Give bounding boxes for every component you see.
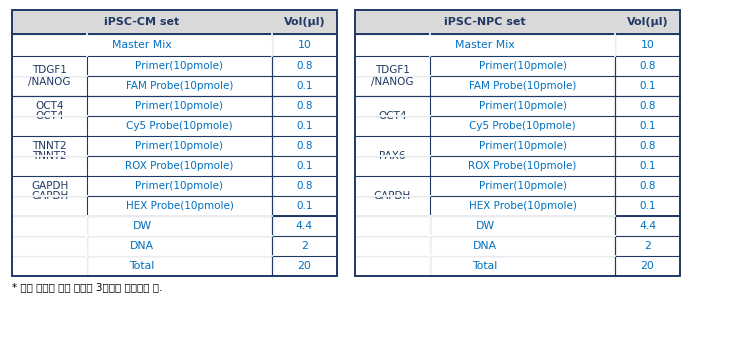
Text: FAM Probe(10pmole): FAM Probe(10pmole) (126, 81, 233, 91)
Text: Total: Total (472, 261, 498, 271)
Text: Total: Total (130, 261, 155, 271)
Text: * 모든 샘플에 대한 실험은 3반복을 원칙으로 함.: * 모든 샘플에 대한 실험은 3반복을 원칙으로 함. (12, 282, 162, 292)
Text: GAPDH: GAPDH (374, 191, 411, 201)
Bar (355, 10, 680, 34)
Text: ROX Probe(10pmole): ROX Probe(10pmole) (469, 161, 577, 171)
Text: DW: DW (133, 221, 151, 231)
Text: 0.8: 0.8 (639, 181, 656, 191)
Text: Cy5 Probe(10pmole): Cy5 Probe(10pmole) (469, 121, 576, 131)
Text: iPSC-NPC set: iPSC-NPC set (444, 17, 526, 27)
Text: Master Mix: Master Mix (455, 40, 515, 50)
Text: 0.8: 0.8 (297, 141, 313, 151)
Text: Primer(10pmole): Primer(10pmole) (136, 101, 224, 111)
Text: Primer(10pmole): Primer(10pmole) (136, 181, 224, 191)
Text: 0.8: 0.8 (297, 61, 313, 71)
Text: 0.8: 0.8 (297, 181, 313, 191)
Text: GAPDH: GAPDH (31, 181, 68, 191)
Text: 20: 20 (641, 261, 654, 271)
Text: TNNT2: TNNT2 (32, 141, 67, 151)
Text: HEX Probe(10pmole): HEX Probe(10pmole) (469, 201, 577, 211)
Text: 0.8: 0.8 (639, 61, 656, 71)
Text: TNNT2: TNNT2 (32, 151, 67, 161)
Text: Primer(10pmole): Primer(10pmole) (478, 61, 566, 71)
Text: iPSC-CM set: iPSC-CM set (104, 17, 180, 27)
Text: TDGF1
/NANOG: TDGF1 /NANOG (371, 65, 413, 87)
Text: 0.1: 0.1 (297, 81, 313, 91)
Text: HEX Probe(10pmole): HEX Probe(10pmole) (126, 201, 233, 211)
Text: DW: DW (475, 221, 495, 231)
Text: 0.1: 0.1 (297, 201, 313, 211)
Text: ROX Probe(10pmole): ROX Probe(10pmole) (125, 161, 234, 171)
Text: 0.1: 0.1 (639, 81, 656, 91)
Text: Primer(10pmole): Primer(10pmole) (136, 141, 224, 151)
Bar (12, 10, 337, 34)
Text: 0.1: 0.1 (639, 201, 656, 211)
Text: 0.1: 0.1 (297, 161, 313, 171)
Bar (12, 10, 337, 276)
Text: OCT4: OCT4 (378, 111, 407, 121)
Text: Primer(10pmole): Primer(10pmole) (478, 101, 566, 111)
Text: 4.4: 4.4 (639, 221, 656, 231)
Text: Cy5 Probe(10pmole): Cy5 Probe(10pmole) (126, 121, 232, 131)
Text: FAM Probe(10pmole): FAM Probe(10pmole) (469, 81, 576, 91)
Text: 20: 20 (297, 261, 311, 271)
Bar (355, 10, 680, 276)
Text: 0.8: 0.8 (639, 101, 656, 111)
Text: Vol(μl): Vol(μl) (284, 17, 326, 27)
Text: 0.1: 0.1 (297, 121, 313, 131)
Text: Master Mix: Master Mix (112, 40, 172, 50)
Text: GAPDH: GAPDH (31, 191, 68, 201)
Text: 0.1: 0.1 (639, 161, 656, 171)
Text: TDGF1
/NANOG: TDGF1 /NANOG (28, 65, 71, 87)
Text: 4.4: 4.4 (296, 221, 313, 231)
Text: DNA: DNA (473, 241, 497, 251)
Text: Primer(10pmole): Primer(10pmole) (478, 181, 566, 191)
Text: Vol(μl): Vol(μl) (627, 17, 668, 27)
Text: PAX6: PAX6 (379, 151, 406, 161)
Text: Primer(10pmole): Primer(10pmole) (478, 141, 566, 151)
Text: OCT4: OCT4 (35, 101, 64, 111)
Text: 0.1: 0.1 (639, 121, 656, 131)
Text: 0.8: 0.8 (639, 141, 656, 151)
Text: DNA: DNA (130, 241, 154, 251)
Text: OCT4: OCT4 (35, 111, 64, 121)
Text: 2: 2 (301, 241, 308, 251)
Bar (355, 10, 680, 276)
Text: 10: 10 (641, 40, 654, 50)
Text: 0.8: 0.8 (297, 101, 313, 111)
Bar (12, 10, 337, 276)
Text: 10: 10 (297, 40, 311, 50)
Text: Primer(10pmole): Primer(10pmole) (136, 61, 224, 71)
Text: 2: 2 (644, 241, 651, 251)
